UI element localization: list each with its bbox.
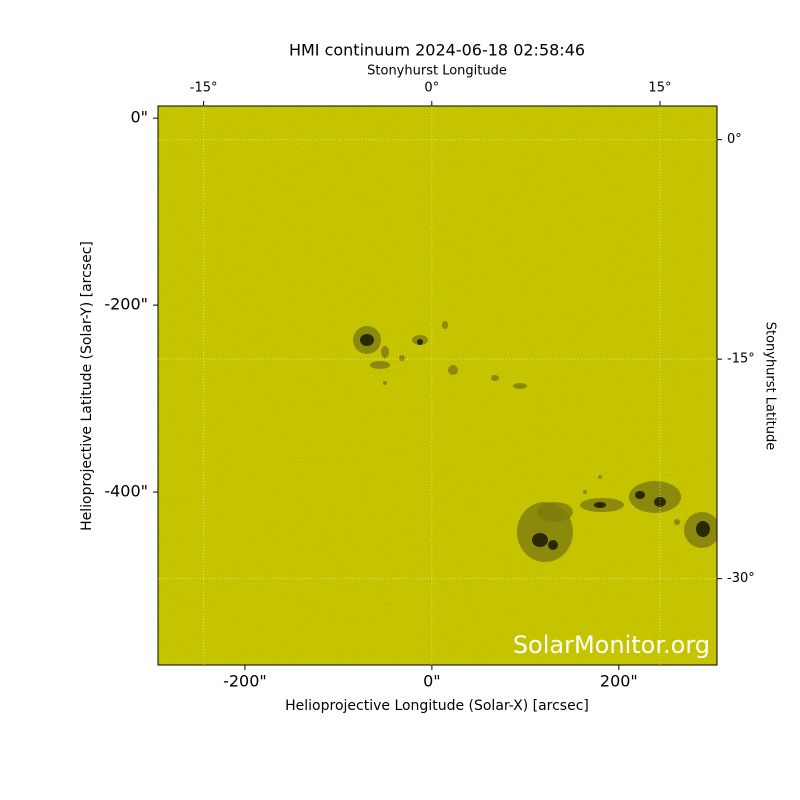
y2-tick-label: -15° <box>727 352 755 367</box>
plot-frame <box>157 105 718 666</box>
x2-tick-label: 0° <box>424 81 439 96</box>
x2-tick-label: 15° <box>648 81 671 96</box>
x2-tick-label: -15° <box>190 81 218 96</box>
y2-tick-label: 0° <box>727 132 742 147</box>
watermark: SolarMonitor.org <box>513 631 710 659</box>
x-axis-label: Helioprojective Longitude (Solar-X) [arc… <box>285 698 589 714</box>
sunspots <box>353 321 717 562</box>
y2-axis-label: Stonyhurst Latitude <box>763 322 778 451</box>
x-tick-label: 0" <box>423 672 441 691</box>
y-tick-label: 0" <box>130 108 148 127</box>
x-tick-label: 200" <box>600 672 638 691</box>
y-axis-label: Helioprojective Latitude (Solar-Y) [arcs… <box>79 241 95 531</box>
y-tick-label: -200" <box>104 295 148 314</box>
x2-axis-label: Stonyhurst Longitude <box>367 64 507 79</box>
image-texture <box>158 106 717 665</box>
chart-title: HMI continuum 2024-06-18 02:58:46 <box>289 41 585 60</box>
x-tick-label: -200" <box>223 672 267 691</box>
y2-tick-label: -30° <box>727 571 755 586</box>
y-tick-label: -400" <box>104 482 148 501</box>
